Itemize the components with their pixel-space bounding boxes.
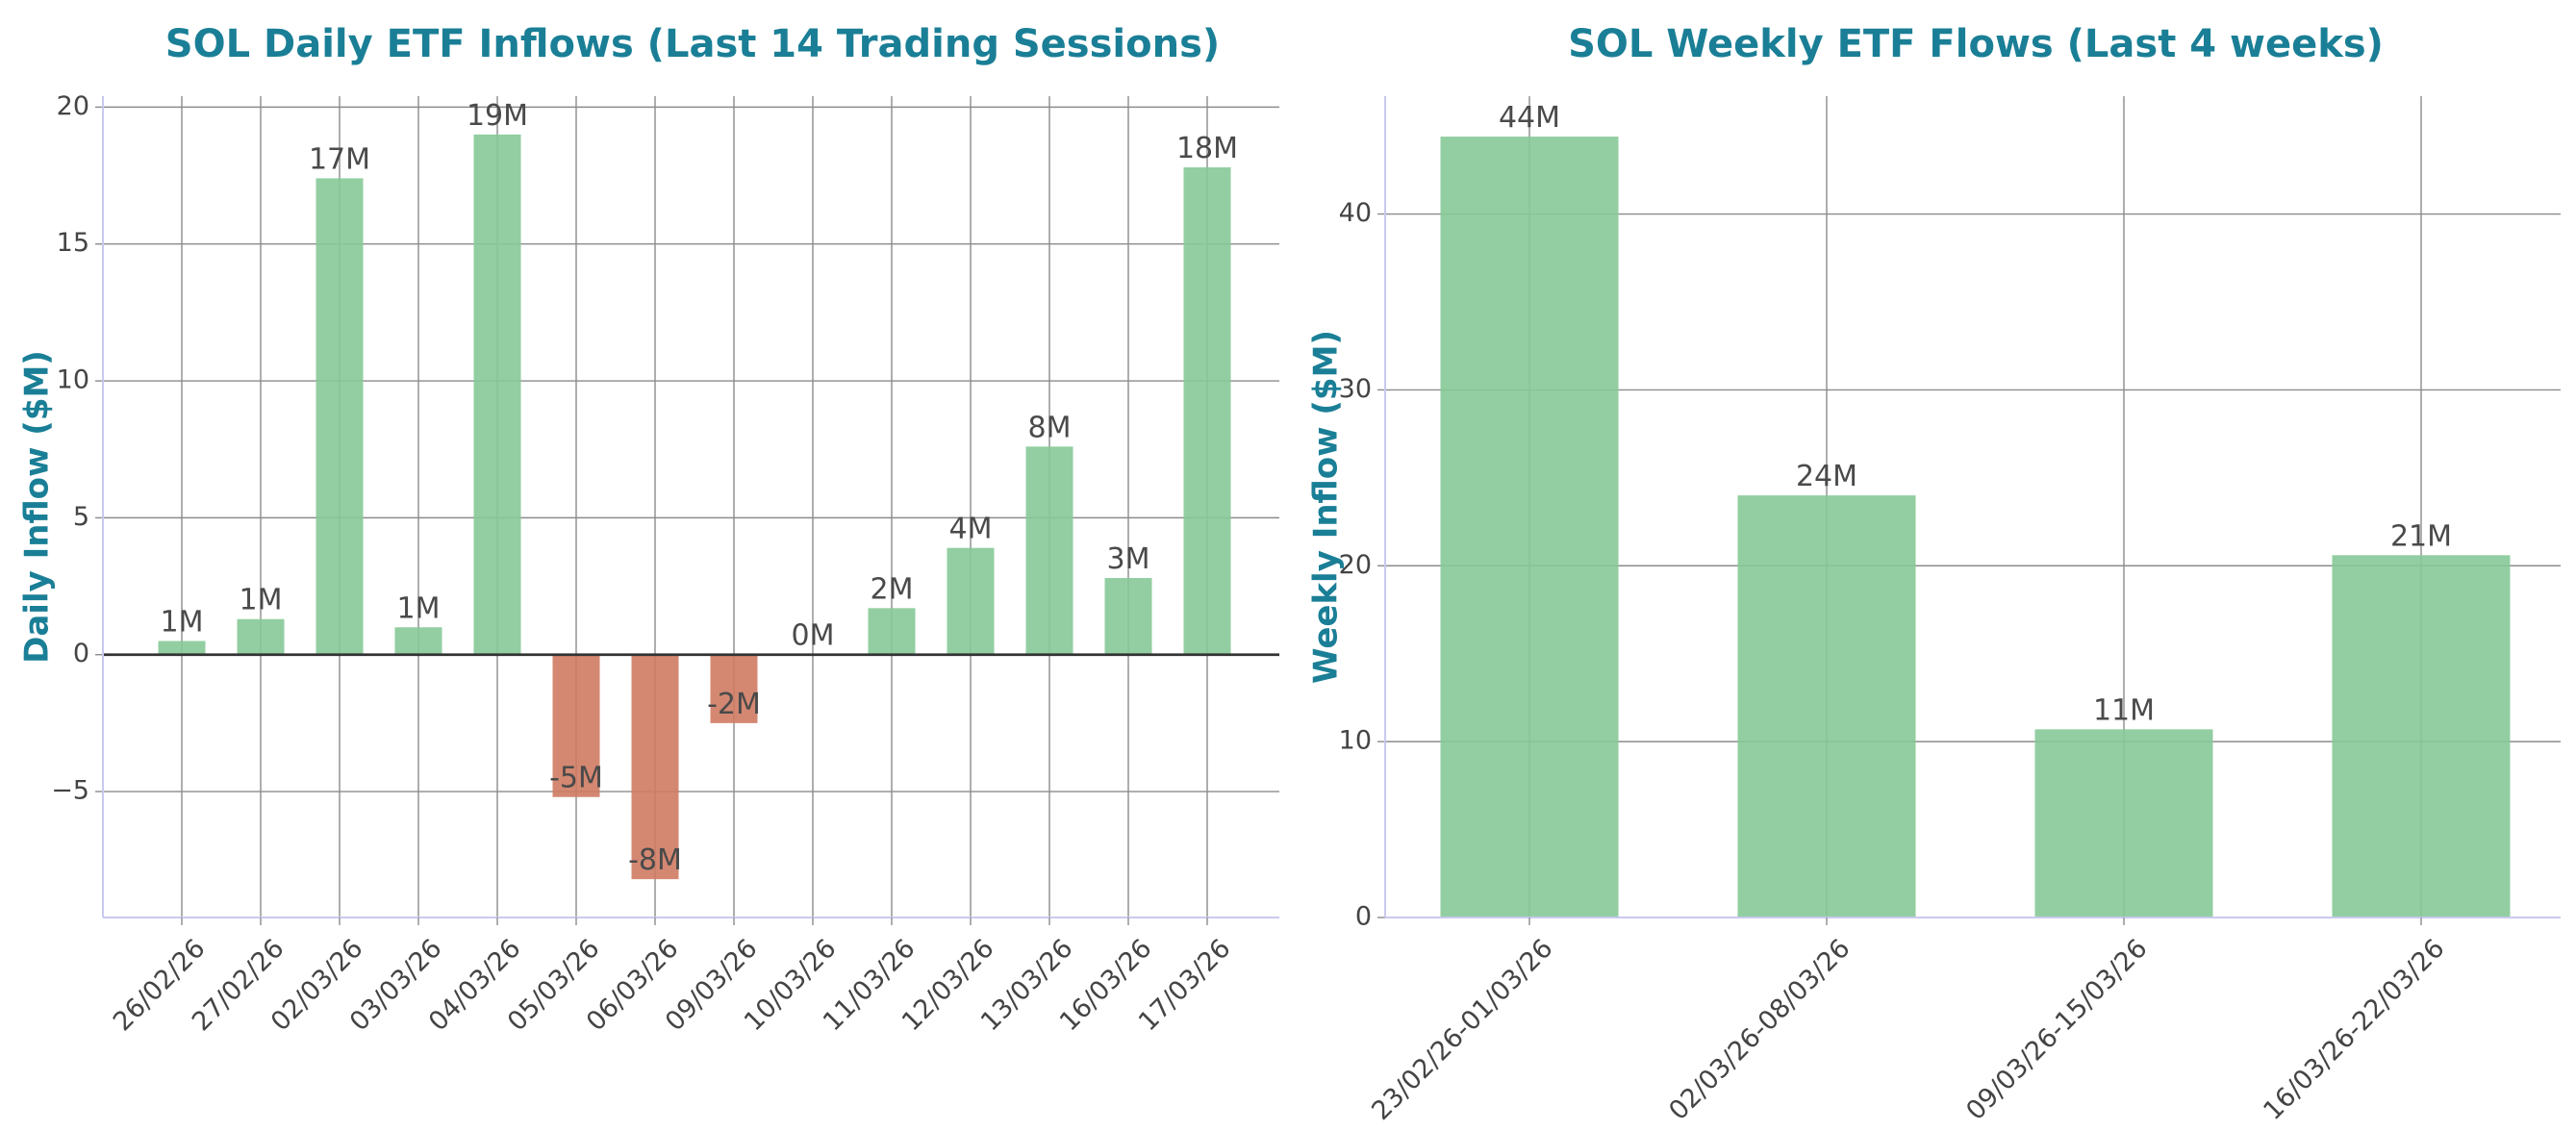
data-label: 1M xyxy=(240,584,283,617)
y-axis-label: Daily Inflow ($M) xyxy=(18,350,57,664)
y-tick-label: 0 xyxy=(73,639,89,668)
data-label: 1M xyxy=(397,591,441,625)
y-tick-label: −5 xyxy=(51,776,89,806)
x-tick-label: 09/03/26-15/03/26 xyxy=(1960,934,2153,1126)
x-tick-label: 16/03/26-22/03/26 xyxy=(2258,934,2450,1126)
chart-title: SOL Weekly ETF Flows (Last 4 weeks) xyxy=(1568,22,2384,66)
y-tick-label: 0 xyxy=(1355,902,1372,932)
y-tick-label: 20 xyxy=(57,91,89,121)
data-label: 2M xyxy=(871,572,914,606)
bar xyxy=(947,547,995,655)
bar xyxy=(1104,578,1152,655)
chart-panel-1: SOL Daily ETF Inflows (Last 14 Trading S… xyxy=(18,22,1279,1037)
data-label: 19M xyxy=(467,99,528,133)
data-label: 0M xyxy=(792,619,835,653)
bar xyxy=(473,134,521,655)
chart-title: SOL Daily ETF Inflows (Last 14 Trading S… xyxy=(165,22,1220,66)
bar xyxy=(1025,446,1073,655)
data-label: 1M xyxy=(161,605,204,639)
y-axis-label: Weekly Inflow ($M) xyxy=(1307,330,1346,684)
chart-panel-2: SOL Weekly ETF Flows (Last 4 weeks) Weekl… xyxy=(1307,22,2561,1126)
bar xyxy=(237,618,285,655)
y-tick-label: 10 xyxy=(57,365,89,395)
bar xyxy=(552,654,600,797)
x-tick-label: 02/03/26-08/03/26 xyxy=(1663,934,1856,1126)
x-tick-label: 23/02/26-01/03/26 xyxy=(1366,934,1558,1126)
data-label: 17M xyxy=(309,142,370,176)
data-label: -8M xyxy=(628,843,682,877)
data-label: -5M xyxy=(549,762,603,795)
bar xyxy=(316,178,364,655)
y-tick-label: 5 xyxy=(73,502,89,532)
bar xyxy=(158,641,206,655)
data-label: -2M xyxy=(707,688,761,721)
bar xyxy=(1737,495,1916,917)
data-label: 21M xyxy=(2390,519,2452,553)
bar xyxy=(1183,167,1231,655)
bar xyxy=(2034,729,2213,917)
bar xyxy=(2332,555,2511,917)
bar xyxy=(1440,137,1619,918)
y-tick-label: 10 xyxy=(1339,726,1372,756)
data-label: 8M xyxy=(1028,411,1072,444)
y-tick-label: 30 xyxy=(1339,374,1372,404)
data-label: 24M xyxy=(1796,460,1857,493)
y-tick-label: 40 xyxy=(1339,198,1372,228)
data-label: 44M xyxy=(1499,101,1560,135)
data-label: 11M xyxy=(2093,693,2155,727)
bar xyxy=(868,608,916,655)
bar xyxy=(394,627,442,655)
data-label: 18M xyxy=(1176,132,1238,165)
bar xyxy=(710,654,758,723)
bar xyxy=(631,654,679,880)
data-label: 3M xyxy=(1107,542,1150,576)
data-label: 4M xyxy=(949,513,993,546)
y-tick-label: 20 xyxy=(1339,550,1372,580)
y-tick-label: 15 xyxy=(57,228,89,258)
